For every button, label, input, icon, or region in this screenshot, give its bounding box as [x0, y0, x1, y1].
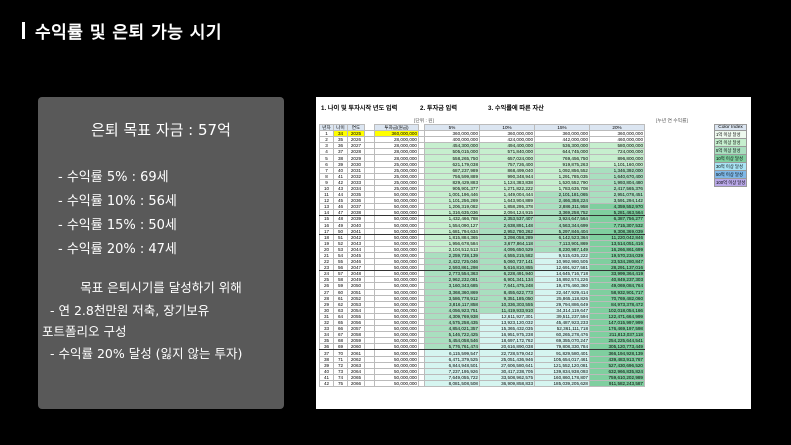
table-row: 4 37 2028 28,000,000 505,015,000 571,840,000 6…	[319, 148, 645, 156]
table-row: 37 70 2061 50,000,000 6,115,599,547 22,728,57…	[319, 349, 645, 357]
table-row: 11 44 2035 50,000,000 1,001,196,446 1,449,004…	[319, 191, 645, 199]
rate-label: [누년 연 수익률]	[656, 119, 688, 124]
cell-spacer	[364, 379, 375, 388]
table-row: 26 59 2050 50,000,000 3,160,343,685 7,641,475…	[319, 282, 645, 290]
legend-item: 3억 이상 달성	[714, 139, 747, 147]
cell-investment: 50,000,000	[374, 379, 419, 388]
table-row: 29 62 2053 50,000,000 3,816,117,858 10,336,30…	[319, 300, 645, 308]
table-row: 3 36 2027 28,000,000 454,300,000 494,400,000 5…	[319, 142, 645, 150]
legend-item: 10억 이상 달성	[714, 155, 747, 163]
rate-20-result: - 수익률 20% : 47세	[58, 242, 177, 257]
cell-rate-5: 8,081,508,508	[424, 379, 480, 388]
rate-5-result: - 수익률 5% : 69세	[58, 170, 169, 185]
slide-title: 수익률 및 은퇴 가능 시기	[35, 23, 223, 43]
plan-item: - 수익률 20% 달성 (잃지 않는 투자)	[50, 346, 243, 361]
legend-item: 100억 이상 달성	[714, 179, 747, 187]
table-row: 22 55 2046 50,000,000 2,422,725,046 5,060,737…	[319, 258, 645, 266]
title-accent-bar	[22, 22, 25, 39]
table-row: 35 68 2059 50,000,000 5,454,058,546 18,697,17…	[319, 337, 645, 345]
legend-item: 30억 이상 달성	[714, 163, 747, 171]
table-row: 30 63 2054 50,000,000 4,056,923,751 11,419,93…	[319, 306, 645, 314]
legend-item: 50억 이상 달성	[714, 171, 747, 179]
cell-year-index: 42	[319, 379, 334, 388]
plan-item: 포트폴리오 구성	[42, 324, 127, 339]
cell-rate-15: 185,039,205,628	[534, 379, 590, 388]
table-row: 42 75 2066 50,000,000 8,081,508,508 36,909,85…	[319, 379, 645, 388]
table-row: 32 65 2056 50,000,000 4,575,258,435 13,923,12…	[319, 318, 645, 327]
plan-item: - 연 2.8천만원 저축, 장기보유	[50, 303, 210, 318]
table-row: 21 54 2045 50,000,000 2,259,738,139 4,555,215…	[319, 251, 645, 260]
color-legend: Color Index 1억 이상 달성 3억 이상 달성 5억 이상 달성 1…	[714, 124, 747, 187]
rate-15-result: - 수익률 15% : 50세	[58, 218, 177, 233]
cell-age: 75	[333, 379, 348, 388]
unit-label: [단위 : 원]	[414, 119, 434, 124]
legend-item: 5억 이상 달성	[714, 147, 747, 155]
section-label-assets: 3. 수익률에 따른 자산	[488, 105, 544, 112]
spreadsheet: 1. 나이 및 투자시작 년도 입력 2. 투자금 입력 3. 수익률에 따른 …	[316, 97, 751, 409]
table-row: 41 74 2065 50,000,000 7,649,055,722 33,508,96…	[319, 373, 645, 381]
retirement-goal: 은퇴 목표 자금 : 57억	[91, 121, 231, 139]
asset-table: 년차 나이 연도 투자금(원금) 5% 10% 15% 20% 1 34 2025 3…	[319, 123, 645, 388]
cell-rate-10: 36,909,858,833	[479, 379, 535, 388]
table-row: 31 64 2055 50,000,000 4,309,769,938 12,611,92…	[319, 312, 645, 321]
table-row: 36 69 2060 50,000,000 5,776,761,474 20,616,89…	[319, 343, 645, 351]
table-row: 6 39 2030 25,000,000 621,179,038 757,726,400 9…	[319, 160, 645, 168]
legend-title: Color Index	[714, 124, 747, 131]
cell-year: 2066	[347, 379, 365, 388]
table-row: 14 47 2038 50,000,000 1,316,635,036 2,094,124…	[319, 209, 645, 217]
table-row: 34 67 2058 50,000,000 5,146,722,425 16,951,97…	[319, 331, 645, 339]
table-row: 38 71 2062 50,000,000 6,471,379,525 25,051,43…	[319, 355, 645, 363]
table-row: 13 46 2037 50,000,000 1,206,319,082 1,858,295…	[319, 203, 645, 211]
table-row: 9 42 2033 25,000,000 829,429,883 1,124,383,83…	[319, 178, 645, 186]
rate-10-result: - 수익률 10% : 56세	[58, 194, 177, 209]
table-row: 15 48 2039 50,000,000 1,432,466,788 2,353,537…	[319, 215, 645, 223]
cell-rate-20: 911,582,243,587	[589, 379, 645, 388]
section-label-investment: 2. 투자금 입력	[420, 105, 458, 112]
legend-item: 1억 이상 달성	[714, 131, 747, 139]
table-row: 2 35 2026 28,000,000 400,000,000 424,000,000 4…	[319, 136, 645, 144]
section-label-age: 1. 나이 및 투자시작 년도 입력	[321, 105, 398, 112]
plan-title: 목표 은퇴시기를 달성하기 위해	[80, 280, 242, 295]
table-row: 10 43 2034 25,000,000 905,901,377 1,271,822,2…	[319, 184, 645, 193]
slide-header: 수익률 및 은퇴 가능 시기	[22, 18, 222, 43]
summary-panel: 은퇴 목표 자금 : 57억 - 수익률 5% : 69세 - 수익률 10% …	[38, 97, 284, 409]
